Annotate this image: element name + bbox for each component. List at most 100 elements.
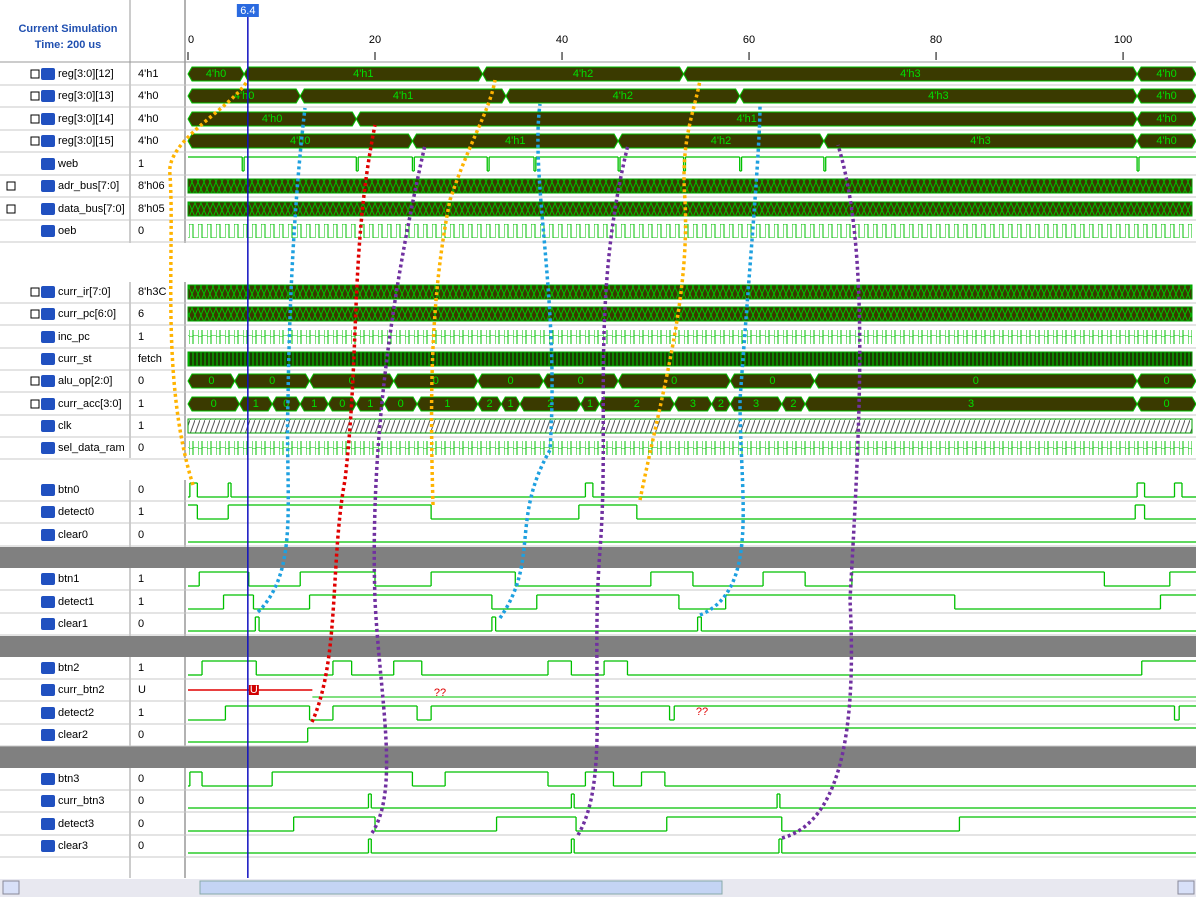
arrow: [168, 79, 250, 486]
bus-label: 4'h1: [736, 113, 756, 125]
bus-segment: [1136, 66, 1196, 82]
signal-value: 0: [138, 442, 144, 454]
cursor-label: 6.4: [240, 5, 255, 17]
expand-box: [30, 376, 40, 386]
expand-box: [30, 399, 40, 409]
signal-value: 4'h1: [138, 68, 158, 80]
bus-label: 0: [433, 375, 439, 387]
wave-pattern: [187, 178, 1193, 194]
signal-name: detect0: [58, 506, 94, 518]
bus-label: 0: [339, 398, 345, 410]
signal-icon: [41, 442, 55, 454]
signal-icon: [41, 529, 55, 541]
signal-name: sel_data_ram: [58, 442, 125, 454]
wave-pattern: [187, 351, 1193, 367]
signal-value: 0: [138, 375, 144, 387]
signal-name: adr_bus[7:0]: [58, 180, 119, 192]
signal-name: detect2: [58, 707, 94, 719]
arrow: [781, 144, 862, 840]
bus-label: 4'h2: [573, 68, 593, 80]
bus-label: 1: [253, 398, 259, 410]
signal-icon: [41, 795, 55, 807]
scroll-thumb[interactable]: [199, 880, 723, 895]
signal-name: clk: [58, 420, 72, 432]
signal-value: 8'h05: [138, 203, 165, 215]
bus-label: 2: [790, 398, 796, 410]
signal-value: 1: [138, 596, 144, 608]
expand-box: [6, 204, 16, 214]
signal-value: 1: [138, 707, 144, 719]
signal-icon: [41, 662, 55, 674]
signal-icon: [41, 729, 55, 741]
bus-label: 1: [367, 398, 373, 410]
signal-value: 4'h0: [138, 135, 158, 147]
signal-name: oeb: [58, 225, 76, 237]
row-separator: [0, 636, 1196, 657]
bus-label: 0: [973, 375, 979, 387]
sim-title: Current Simulation: [18, 23, 117, 35]
bus-label: 4'h2: [613, 90, 633, 102]
bus-label: 4'h0: [290, 135, 310, 147]
bus-label: 4'h2: [711, 135, 731, 147]
bus-label: 0: [1163, 398, 1169, 410]
signal-icon: [41, 286, 55, 298]
signal-name: curr_pc[6:0]: [58, 308, 116, 320]
expand-box: [30, 287, 40, 297]
bus-label: 3: [753, 398, 759, 410]
signal-value: 6: [138, 308, 144, 320]
bus-label: 4'h0: [1156, 135, 1176, 147]
bus-label: 0: [508, 375, 514, 387]
signal-icon: [41, 684, 55, 696]
wave-pattern: [188, 224, 1192, 238]
signal-name: detect1: [58, 596, 94, 608]
signal-icon: [41, 113, 55, 125]
annotation-arrows: [168, 79, 862, 840]
signal-value: 0: [138, 729, 144, 741]
signal-name: reg[3:0][13]: [58, 90, 114, 102]
row-separator: [0, 547, 1196, 568]
signal-icon: [41, 68, 55, 80]
signal-value: 0: [138, 484, 144, 496]
bus-label: 0: [1163, 375, 1169, 387]
bus-label: 4'h0: [262, 113, 282, 125]
bus-label: 0: [208, 375, 214, 387]
signal-value: 0: [138, 840, 144, 852]
bus-segment: [1136, 373, 1196, 389]
signal-icon: [41, 353, 55, 365]
signal-name: curr_btn3: [58, 795, 104, 807]
scroll-right[interactable]: [1177, 880, 1195, 895]
bus-label: 1: [587, 398, 593, 410]
signal-name: clear2: [58, 729, 88, 741]
arrow: [256, 107, 307, 614]
bus-label: 0: [269, 375, 275, 387]
signal-value: 1: [138, 158, 144, 170]
wave-pattern: [188, 330, 1192, 344]
bus-label: 4'h1: [353, 68, 373, 80]
bus-label: 0: [671, 375, 677, 387]
signal-name: data_bus[7:0]: [58, 203, 125, 215]
signal-icon: [41, 596, 55, 608]
bus-label: 1: [444, 398, 450, 410]
u-marker-label: U: [250, 684, 258, 696]
signal-icon: [41, 506, 55, 518]
wave-pattern: [187, 306, 1193, 322]
bus-label: 4'h3: [928, 90, 948, 102]
signal-icon: [41, 375, 55, 387]
bus-segment: [1136, 88, 1196, 104]
signal-icon: [41, 573, 55, 585]
bus-label: 4'h0: [1156, 113, 1176, 125]
signal-name: inc_pc: [58, 331, 90, 343]
signal-value: 1: [138, 506, 144, 518]
arrow: [638, 79, 702, 501]
signal-value: 1: [138, 573, 144, 585]
bus-label: 0: [398, 398, 404, 410]
signal-value: 1: [138, 398, 144, 410]
expand-box: [30, 69, 40, 79]
signal-icon: [41, 90, 55, 102]
bus-label: 4'h0: [206, 68, 226, 80]
expand-box: [30, 114, 40, 124]
signal-icon: [41, 331, 55, 343]
bus-label: 4'h1: [505, 135, 525, 147]
scroll-left[interactable]: [2, 880, 20, 895]
